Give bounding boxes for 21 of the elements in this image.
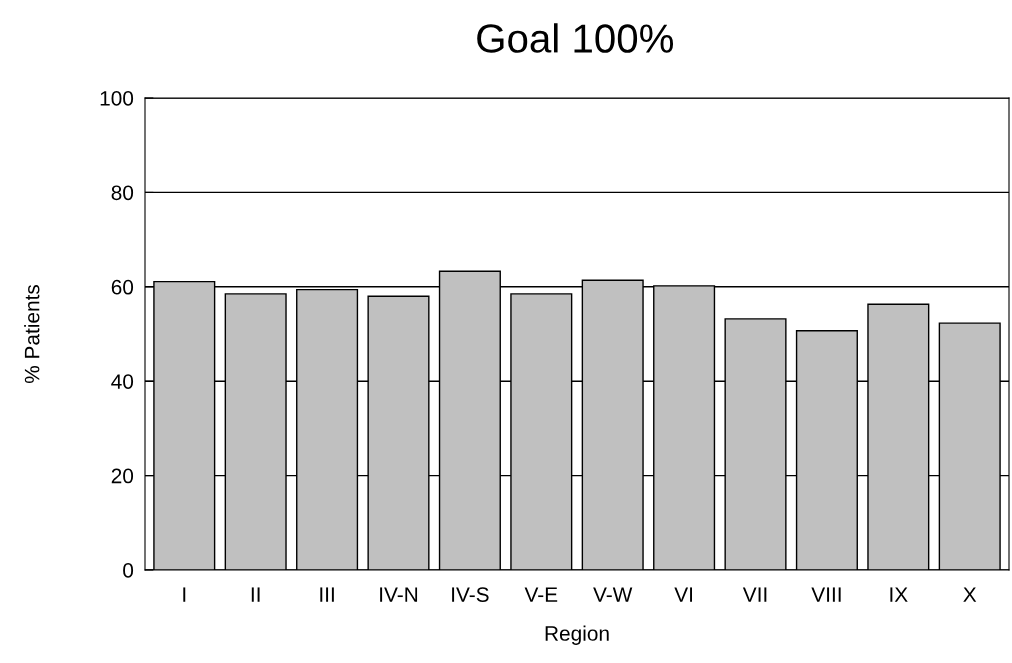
y-tick-label: 0 [123, 563, 134, 578]
x-tick-label: V-W [593, 587, 633, 602]
x-tick-label: IV-S [452, 587, 489, 602]
y-tick-label: 20 [111, 468, 134, 484]
x-tick-label: VI [674, 587, 693, 602]
x-tick-label: VII [742, 587, 767, 602]
x-axis-title: Region [545, 625, 609, 645]
x-tick-label: II [251, 587, 260, 602]
y-tick-label: 100 [100, 91, 134, 106]
y-tick-label: 40 [111, 374, 134, 389]
y-axis-title: % Patients [24, 284, 40, 384]
x-tick-label: IX [890, 587, 908, 602]
x-tick-label: VIII [811, 587, 841, 602]
x-tick-label: IV-N [380, 587, 418, 602]
chart-title: Goal 100% [477, 23, 674, 53]
y-tick-label: 80 [111, 185, 134, 201]
x-tick-label: V-E [524, 587, 558, 602]
x-tick-label: I [183, 587, 186, 602]
x-tick-label: III [320, 587, 334, 602]
y-tick-label: 60 [111, 279, 134, 295]
x-tick-label: X [963, 587, 977, 602]
